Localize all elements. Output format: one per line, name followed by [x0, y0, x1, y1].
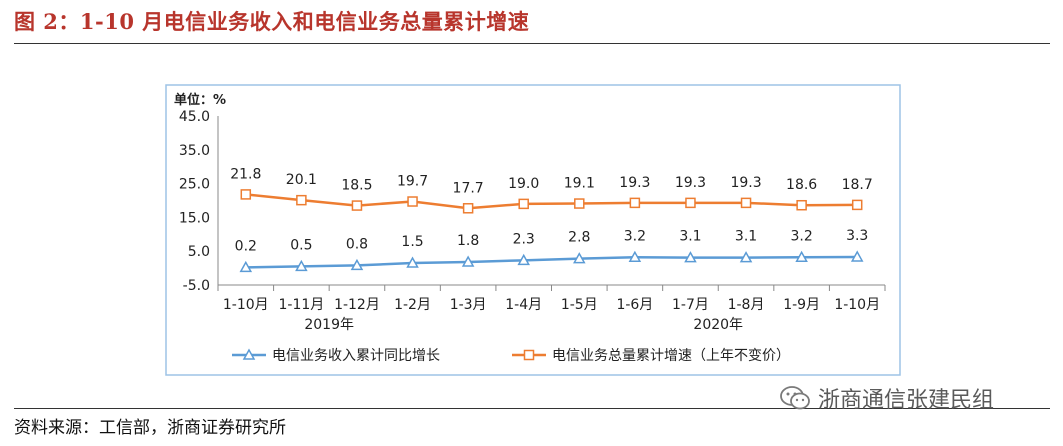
year-label: 2020年	[693, 317, 743, 333]
y-tick-label: 15.0	[179, 210, 210, 226]
x-tick-label: 1-4月	[505, 297, 542, 313]
data-label: 2.3	[513, 231, 535, 247]
data-point	[462, 203, 474, 214]
data-label: 19.0	[508, 176, 539, 192]
y-tick-label: -5.0	[183, 278, 210, 294]
data-point	[407, 196, 418, 207]
watermark-text: 浙商通信张建民组	[818, 388, 995, 413]
series-1: 0.2 0.5 0.8 1.5 1.8 2.3 2.8 3.2 3.1 3.1 3.2 3.3	[235, 228, 868, 273]
data-label: 3.2	[790, 228, 812, 244]
data-point	[796, 199, 807, 211]
x-tick-label: 1-9月	[783, 297, 820, 313]
series-line	[245, 255, 858, 269]
source-note: 资料来源：工信部，浙商证券研究所	[14, 418, 286, 438]
legend-label: 电信业务收入累计同比增长	[272, 348, 440, 364]
data-point	[406, 256, 419, 268]
data-label: 1.5	[401, 234, 423, 250]
legend-marker	[242, 348, 256, 360]
y-tick-label: 35.0	[179, 143, 210, 159]
y-tick-label: 5.0	[188, 244, 210, 260]
data-point	[517, 253, 530, 266]
year-label: 2019年	[304, 317, 354, 333]
watermark: 浙商通信张建民组	[778, 382, 994, 414]
unit-label: 单位：%	[174, 92, 226, 108]
data-label: 0.2	[235, 238, 257, 254]
data-label: 18.6	[786, 177, 817, 193]
data-point	[740, 197, 752, 209]
data-point	[574, 198, 585, 209]
data-label: 19.3	[675, 175, 706, 191]
data-label: 17.7	[453, 180, 484, 196]
x-tick-label: 1-11月	[278, 297, 324, 313]
data-point	[739, 251, 753, 263]
series-group: 0.2 0.5 0.8 1.5 1.8 2.3 2.8 3.2 3.1 3.1 3.2 3.3 21.8…	[230, 166, 873, 273]
x-tick-label: 1-7月	[672, 297, 709, 313]
x-axis: 1-10月 1-11月 1-12月 1-2月 1-3月 1-4月 1-5月 1-6月 1-7月 1…	[217, 284, 886, 333]
data-label: 3.2	[624, 228, 646, 244]
x-tick-label: 1-2月	[394, 297, 431, 313]
data-label: 0.5	[290, 237, 312, 253]
legend-item-2: 电信业务总量累计增速（上年不变价）	[512, 348, 790, 364]
data-point	[684, 251, 697, 263]
data-label: 19.3	[730, 175, 761, 191]
x-tick-label: 1-5月	[561, 297, 598, 313]
figure-title: 图 2：1-10 月电信业务收入和电信业务总量累计增速	[14, 9, 530, 34]
data-point	[350, 258, 364, 271]
data-label: 3.3	[846, 228, 868, 244]
data-point	[851, 199, 863, 211]
data-label: 21.8	[230, 166, 261, 182]
series-2: 21.8 20.1 18.5 19.7 17.7 19.0 19.1 19.3 19.3 19.3…	[230, 166, 873, 214]
data-label: 3.1	[679, 229, 701, 245]
data-label: 19.3	[619, 175, 650, 191]
y-tick-label: 45.0	[179, 109, 210, 125]
data-label: 18.7	[842, 177, 873, 193]
data-label: 18.5	[341, 178, 372, 194]
x-tick-label: 1-3月	[450, 297, 487, 313]
data-point	[295, 259, 308, 272]
series-line	[245, 193, 858, 210]
x-tick-label: 1-12月	[334, 297, 380, 313]
data-point	[296, 194, 307, 206]
y-tick-label: 25.0	[179, 177, 210, 193]
bottom-rule	[14, 408, 1050, 409]
legend-marker	[523, 349, 535, 361]
legend-label: 电信业务总量累计增速（上年不变价）	[552, 348, 790, 364]
data-point	[795, 250, 808, 263]
chart-frame	[165, 84, 901, 376]
x-tick-label: 1-10月	[223, 297, 269, 313]
legend-item-1: 电信业务收入累计同比增长	[232, 348, 440, 364]
data-label: 0.8	[346, 236, 368, 252]
legend: 电信业务收入累计同比增长 电信业务总量累计增速（上年不变价）	[232, 348, 790, 364]
data-point	[573, 252, 586, 264]
data-point	[629, 197, 641, 209]
top-rule	[14, 43, 1050, 44]
x-tick-label: 1-6月	[616, 297, 653, 313]
x-tick-label: 1-8月	[728, 297, 765, 313]
data-label: 19.1	[564, 176, 595, 192]
data-point	[239, 260, 253, 273]
data-point	[628, 250, 642, 263]
data-label: 20.1	[286, 172, 317, 188]
data-label: 1.8	[457, 233, 479, 249]
data-point	[850, 250, 864, 262]
data-label: 19.7	[397, 174, 428, 190]
data-point	[685, 197, 696, 209]
x-tick-label: 1-10月	[834, 297, 880, 313]
data-label: 3.1	[735, 229, 757, 245]
data-point	[351, 200, 363, 211]
y-axis: 45.0 35.0 25.0 15.0 5.0 -5.0	[179, 109, 219, 294]
data-point	[240, 189, 252, 200]
data-point	[518, 198, 529, 210]
data-label: 2.8	[568, 230, 590, 246]
wechat-icon	[780, 386, 810, 410]
line-chart: 单位：% 45.035.025.015.05.0-5.0 1-10月 1-11月 1…	[165, 84, 901, 376]
data-point	[461, 255, 475, 267]
